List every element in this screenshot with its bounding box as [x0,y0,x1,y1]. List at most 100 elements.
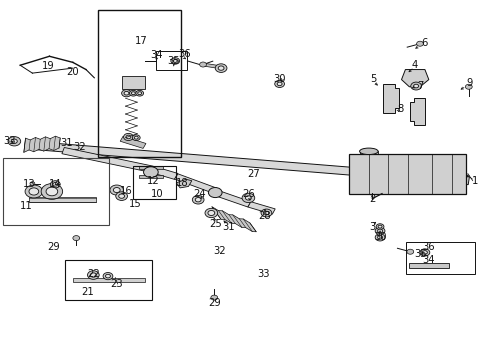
Text: 32: 32 [73,142,86,152]
Circle shape [113,188,120,193]
Bar [406,242,474,274]
Polygon shape [73,278,144,282]
Text: 1: 1 [470,176,477,186]
Circle shape [406,249,413,254]
Text: 29: 29 [207,298,220,308]
Text: 3: 3 [368,222,375,232]
Circle shape [30,182,35,185]
Text: 5: 5 [369,74,376,84]
Circle shape [242,193,254,203]
Circle shape [274,80,284,87]
Circle shape [377,229,382,233]
Polygon shape [24,136,60,152]
Circle shape [416,41,423,46]
Circle shape [374,234,384,241]
Text: 17: 17 [135,36,147,46]
Polygon shape [120,136,146,148]
Polygon shape [382,84,398,113]
Polygon shape [139,166,163,169]
Polygon shape [211,207,256,232]
Circle shape [375,224,383,229]
Bar [98,10,181,157]
Text: 32: 32 [212,246,225,256]
Circle shape [110,185,123,195]
Circle shape [192,195,203,204]
Text: 9: 9 [466,78,472,88]
Circle shape [126,135,131,139]
Circle shape [131,92,135,95]
Circle shape [465,84,471,89]
Circle shape [132,135,140,140]
Circle shape [207,211,214,216]
Circle shape [170,58,179,64]
Text: 36: 36 [178,49,191,59]
Circle shape [41,184,62,199]
Polygon shape [213,190,250,207]
Circle shape [413,84,418,88]
Circle shape [218,66,224,70]
Circle shape [195,198,201,202]
Circle shape [210,295,217,300]
Circle shape [73,235,80,240]
Text: 25: 25 [208,219,221,229]
Polygon shape [401,69,428,87]
Circle shape [277,82,282,86]
Text: 34: 34 [422,255,434,265]
Text: 26: 26 [242,189,254,199]
Circle shape [138,92,142,95]
Text: 33: 33 [3,136,16,146]
Bar [65,260,152,300]
Circle shape [46,187,58,196]
Circle shape [124,91,129,95]
Ellipse shape [208,188,222,198]
Polygon shape [62,148,153,172]
Polygon shape [359,151,377,180]
Circle shape [53,183,58,186]
Polygon shape [176,179,191,188]
Circle shape [90,273,96,277]
Circle shape [422,251,427,254]
Text: 35: 35 [167,56,180,66]
Text: 35: 35 [414,248,427,258]
Bar [348,154,466,194]
Text: 14: 14 [49,179,61,189]
Text: 11: 11 [20,201,32,211]
Polygon shape [139,175,163,178]
Text: 28: 28 [258,211,271,221]
Text: 18: 18 [175,178,188,188]
Circle shape [123,134,133,140]
Circle shape [199,62,206,67]
Circle shape [204,208,217,218]
Text: 12: 12 [146,176,159,186]
Circle shape [116,192,127,201]
Bar [122,76,145,89]
Polygon shape [247,202,275,214]
Circle shape [50,181,60,188]
Text: 15: 15 [129,199,142,210]
Text: 22: 22 [87,269,100,279]
Text: 10: 10 [150,189,163,199]
Circle shape [136,90,143,96]
Ellipse shape [359,148,377,154]
Bar [3,158,109,225]
Circle shape [377,235,382,239]
Text: 30: 30 [373,232,386,242]
Circle shape [103,273,113,280]
Text: 19: 19 [42,61,55,71]
Text: 31: 31 [222,222,235,232]
Circle shape [419,249,429,256]
Circle shape [173,59,177,62]
Circle shape [374,227,384,234]
Text: 4: 4 [410,59,416,69]
Text: 36: 36 [422,242,434,252]
Polygon shape [29,197,96,202]
Circle shape [11,139,17,143]
Polygon shape [24,141,468,185]
Text: 20: 20 [66,67,79,77]
Polygon shape [150,166,178,179]
Bar [133,166,176,199]
Circle shape [105,274,110,278]
Text: 34: 34 [150,50,163,60]
Circle shape [122,90,131,97]
Circle shape [215,64,226,72]
